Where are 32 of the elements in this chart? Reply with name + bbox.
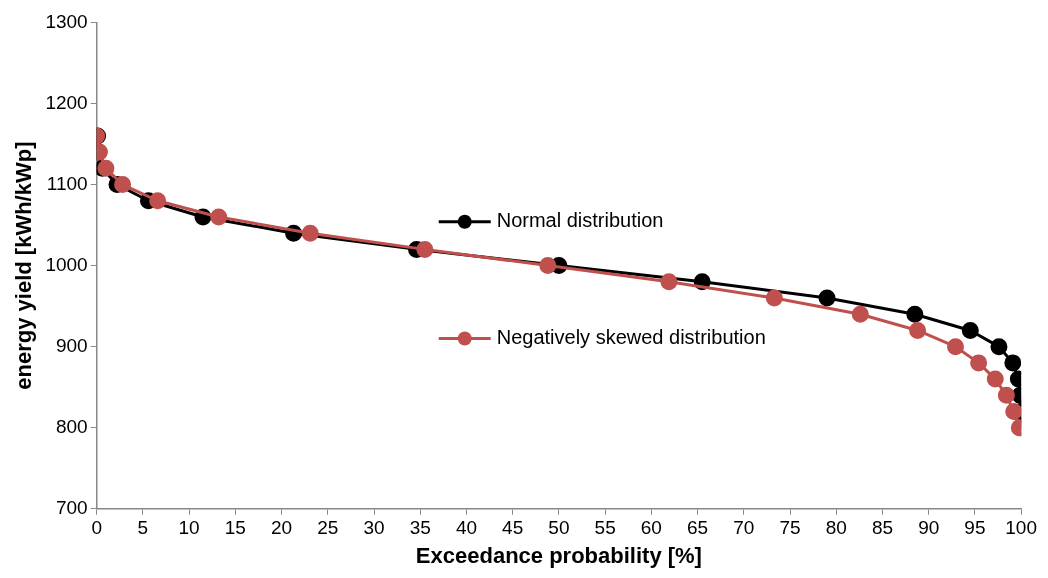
x-tick-label: 30 <box>363 517 385 539</box>
x-tick-label: 5 <box>137 517 149 539</box>
x-tick-label: 70 <box>733 517 755 539</box>
x-tick-label: 95 <box>964 517 986 539</box>
y-tick-label: 800 <box>55 415 88 437</box>
x-tick-label: 45 <box>502 517 524 539</box>
x-tick-label: 10 <box>178 517 200 539</box>
x-tick-label: 55 <box>594 517 616 539</box>
x-tick-label: 65 <box>687 517 709 539</box>
x-tick-label: 25 <box>317 517 339 539</box>
x-tick-label: 50 <box>548 517 570 539</box>
x-tick-label: 100 <box>1005 517 1037 539</box>
x-tick-label: 40 <box>455 517 478 539</box>
x-tick-label: 90 <box>918 517 940 539</box>
legend-label: Normal distribution <box>496 209 664 232</box>
x-tick-label: 15 <box>224 517 246 539</box>
x-tick-label: 80 <box>825 517 847 539</box>
x-tick-label: 60 <box>640 517 662 539</box>
y-tick-label: 700 <box>55 497 88 519</box>
legend-label: Negatively skewed distribution <box>496 326 766 349</box>
y-tick-label: 1000 <box>45 253 88 275</box>
y-tick-label: 900 <box>55 334 88 356</box>
x-tick-label: 85 <box>871 517 894 539</box>
x-tick-label: 0 <box>91 517 102 539</box>
y-tick-label: 1200 <box>45 91 88 113</box>
x-axis-title: Exceedance probability [%] <box>415 542 702 568</box>
y-axis-title: energy yield [kWh/kWp] <box>11 141 37 390</box>
x-tick-label: 20 <box>270 517 293 539</box>
y-tick-label: 1300 <box>45 10 88 32</box>
x-tick-label: 35 <box>409 517 431 539</box>
x-tick-label: 75 <box>779 517 801 539</box>
y-tick-label: 1100 <box>46 172 88 194</box>
